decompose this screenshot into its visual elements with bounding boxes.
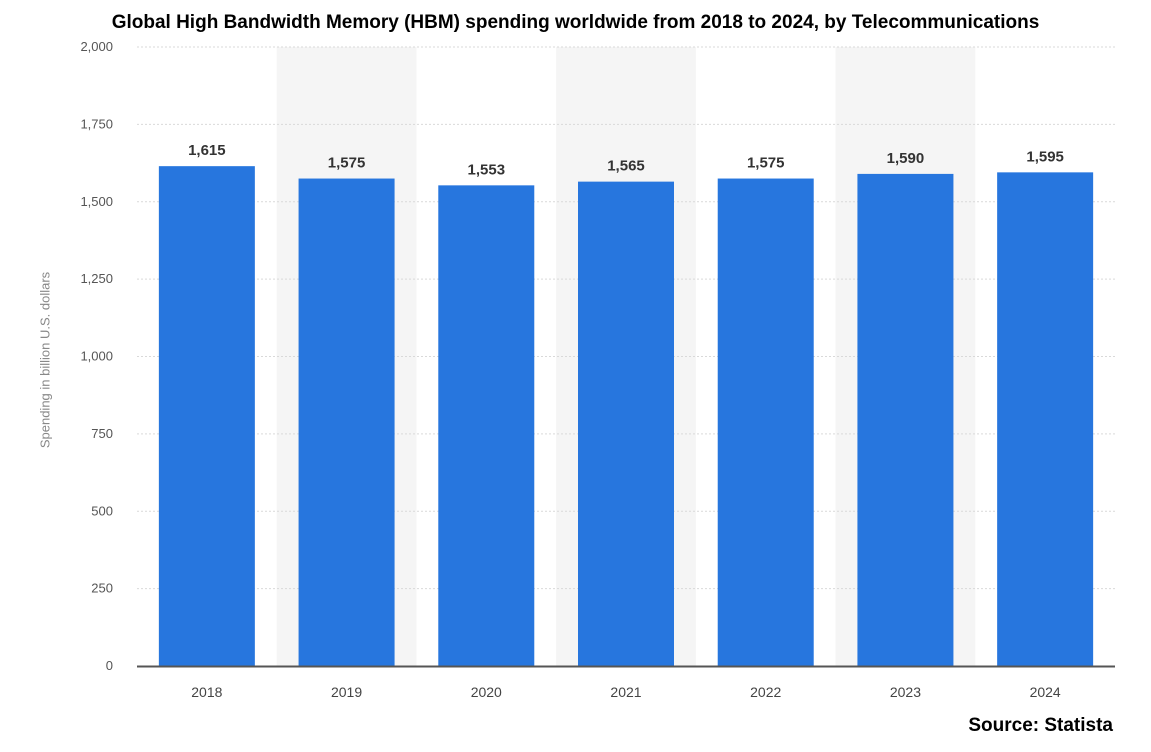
data-label: 1,615 <box>188 142 226 159</box>
bar <box>438 185 535 666</box>
y-tick-label: 250 <box>91 581 113 596</box>
y-tick-label: 750 <box>91 426 113 441</box>
y-tick-label: 1,250 <box>80 271 113 286</box>
bar <box>857 173 954 666</box>
data-label: 1,575 <box>747 155 785 172</box>
x-tick-label: 2024 <box>1030 684 1061 700</box>
bar <box>158 166 255 666</box>
bar <box>997 172 1094 666</box>
x-tick-label: 2022 <box>750 684 781 700</box>
x-tick-label: 2019 <box>331 684 362 700</box>
bar <box>298 178 395 666</box>
chart-title: Global High Bandwidth Memory (HBM) spend… <box>111 12 1040 33</box>
data-label: 1,595 <box>1026 148 1064 165</box>
x-tick-label: 2023 <box>890 684 921 700</box>
data-label: 1,575 <box>328 155 366 172</box>
y-tick-label: 500 <box>91 503 113 518</box>
y-tick-label: 1,500 <box>80 194 113 209</box>
y-tick-label: 1,750 <box>80 116 113 131</box>
x-tick-label: 2020 <box>471 684 502 700</box>
data-label: 1,553 <box>468 161 506 178</box>
data-label: 1,565 <box>607 158 645 175</box>
x-tick-label: 2021 <box>610 684 641 700</box>
y-tick-label: 1,000 <box>80 349 113 364</box>
source-note: Source: Statista <box>968 715 1113 736</box>
bar <box>717 178 814 666</box>
bar <box>578 181 674 666</box>
data-label: 1,590 <box>887 150 925 167</box>
y-tick-label: 0 <box>106 658 113 673</box>
x-tick-label: 2018 <box>191 684 222 700</box>
y-tick-label: 2,000 <box>80 39 113 54</box>
